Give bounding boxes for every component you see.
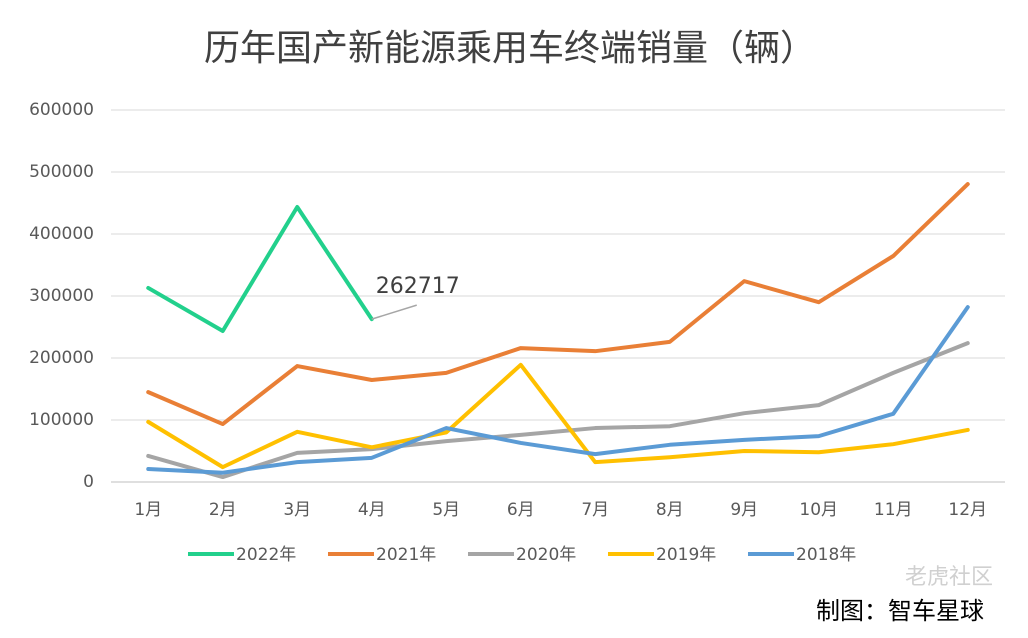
x-tick-label: 8月 <box>656 500 684 520</box>
series-line <box>146 305 970 475</box>
x-tick-label: 6月 <box>507 500 535 520</box>
chart-title: 历年国产新能源乘用车终端销量（辆） <box>204 28 816 69</box>
series-line <box>146 341 970 480</box>
legend-label: 2019年 <box>656 545 716 565</box>
annotation-leader <box>371 304 417 320</box>
legend-label: 2018年 <box>796 545 856 565</box>
watermark: 老虎社区 <box>905 565 993 590</box>
legend-label: 2021年 <box>376 545 436 565</box>
y-tick-label: 300000 <box>29 286 94 306</box>
x-tick-label: 10月 <box>799 500 838 520</box>
series-line <box>146 362 970 470</box>
x-tick-label: 1月 <box>134 500 162 520</box>
x-tick-label: 11月 <box>874 500 913 520</box>
y-tick-label: 400000 <box>29 224 94 244</box>
legend-label: 2022年 <box>236 545 296 565</box>
x-tick-label: 9月 <box>730 500 758 520</box>
x-tick-label: 4月 <box>358 500 386 520</box>
x-tick-label: 3月 <box>283 500 311 520</box>
data-label: 262717 <box>376 274 460 299</box>
x-tick-label: 12月 <box>948 500 987 520</box>
credit: 制图：智车星球 <box>816 597 984 625</box>
y-tick-label: 600000 <box>29 100 94 120</box>
series-line <box>146 205 374 334</box>
x-tick-label: 2月 <box>209 500 237 520</box>
y-tick-label: 500000 <box>29 162 94 182</box>
series-line <box>146 182 970 427</box>
y-tick-label: 0 <box>83 472 94 492</box>
x-tick-label: 5月 <box>432 500 460 520</box>
legend-label: 2020年 <box>516 545 576 565</box>
x-tick-label: 7月 <box>581 500 609 520</box>
y-tick-label: 100000 <box>29 410 94 430</box>
y-tick-label: 200000 <box>29 348 94 368</box>
